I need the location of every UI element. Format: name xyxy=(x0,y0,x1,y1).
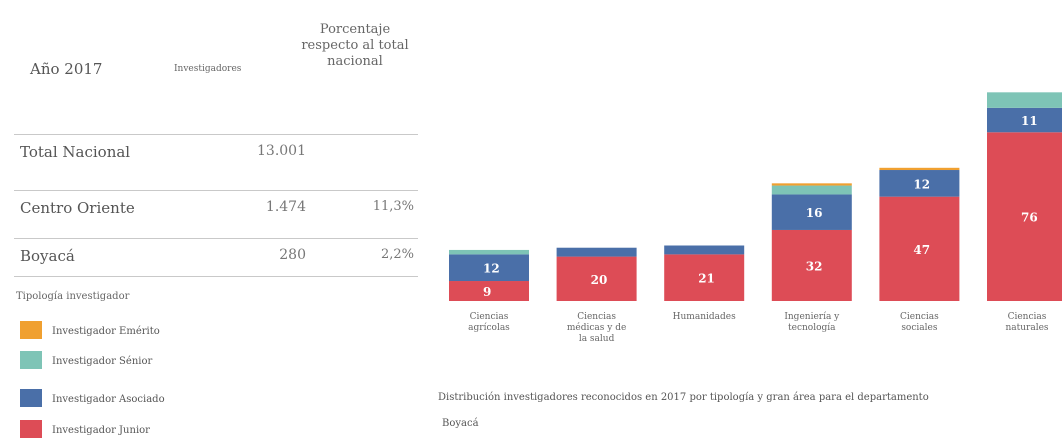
bar-segment xyxy=(879,167,960,171)
bar-segment xyxy=(987,92,1062,108)
row-name: Centro Oriente xyxy=(20,199,135,217)
bar-value-label: 16 xyxy=(806,206,823,220)
bar-value-label: 11 xyxy=(1021,114,1038,128)
category-label: Ingeniería y xyxy=(784,311,840,322)
category-label: tecnología xyxy=(788,322,836,333)
bar-segment xyxy=(556,247,637,257)
legend-swatch xyxy=(20,389,42,407)
category-label: Ciencias xyxy=(577,312,616,322)
bar-value-label: 47 xyxy=(913,243,930,257)
category-label: Humanidades xyxy=(673,312,736,322)
category-label: naturales xyxy=(1005,323,1048,333)
bar-segment xyxy=(449,281,529,301)
category-label: sociales xyxy=(901,323,938,333)
legend-label: Investigador Sénior xyxy=(52,356,153,367)
category-label: Ciencias xyxy=(470,312,509,322)
bar-value-label: 76 xyxy=(1021,211,1038,225)
bar-segment xyxy=(771,194,852,230)
table-row: Total Nacional 13.001 xyxy=(14,134,418,169)
bar-segment xyxy=(664,245,745,255)
category-label: agrícolas xyxy=(468,322,510,333)
row-pct: 2,2% xyxy=(380,247,414,262)
bar-value-label: 12 xyxy=(483,262,500,276)
bar-segment xyxy=(879,170,960,197)
row-count: 13.001 xyxy=(257,143,306,159)
bar-segment xyxy=(556,256,637,301)
bar-segment xyxy=(771,185,852,195)
bar-segment xyxy=(771,229,852,301)
legend-title: Tipología investigador xyxy=(16,291,130,302)
row-count: 1.474 xyxy=(265,199,306,215)
bar-value-label: 21 xyxy=(698,272,715,286)
legend-label: Investigador Emérito xyxy=(52,326,160,337)
row-count: 280 xyxy=(279,247,306,263)
category-label: médicas y de xyxy=(567,322,626,333)
legend-swatch xyxy=(20,321,42,339)
table-row: Centro Oriente 1.474 11,3% xyxy=(14,190,418,225)
table-row: Boyacá 280 2,2% xyxy=(14,238,418,273)
bar-segment xyxy=(771,183,852,186)
legend-swatch xyxy=(20,351,42,369)
chart-caption: Distribución investigadores reconocidos … xyxy=(438,392,929,403)
bar-value-label: 20 xyxy=(591,273,608,287)
bar-segment xyxy=(664,254,745,301)
header-year: Año 2017 xyxy=(30,60,103,78)
category-label: Ciencias xyxy=(1008,312,1047,322)
bar-segment xyxy=(449,249,529,255)
bar-value-label: 32 xyxy=(806,259,823,273)
bar-segment xyxy=(449,254,529,282)
bar-segment xyxy=(987,132,1062,301)
bar-segment xyxy=(987,107,1062,133)
category-label: la salud xyxy=(579,334,615,344)
row-name: Boyacá xyxy=(20,247,75,265)
row-pct: 11,3% xyxy=(372,199,414,214)
legend-label: Investigador Junior xyxy=(52,425,150,436)
header-investigadores: Investigadores xyxy=(174,64,242,74)
bar-value-label: 12 xyxy=(913,177,930,191)
table-divider xyxy=(14,276,418,277)
legend-swatch xyxy=(20,420,42,438)
chart-caption-department: Boyacá xyxy=(442,418,479,429)
category-label: Ciencias xyxy=(900,312,939,322)
legend-label: Investigador Asociado xyxy=(52,394,165,405)
bar-value-label: 9 xyxy=(483,285,491,299)
bar-segment xyxy=(879,196,960,301)
row-name: Total Nacional xyxy=(20,143,131,161)
header-percentage: Porcentaje respecto al total nacional xyxy=(301,22,409,69)
